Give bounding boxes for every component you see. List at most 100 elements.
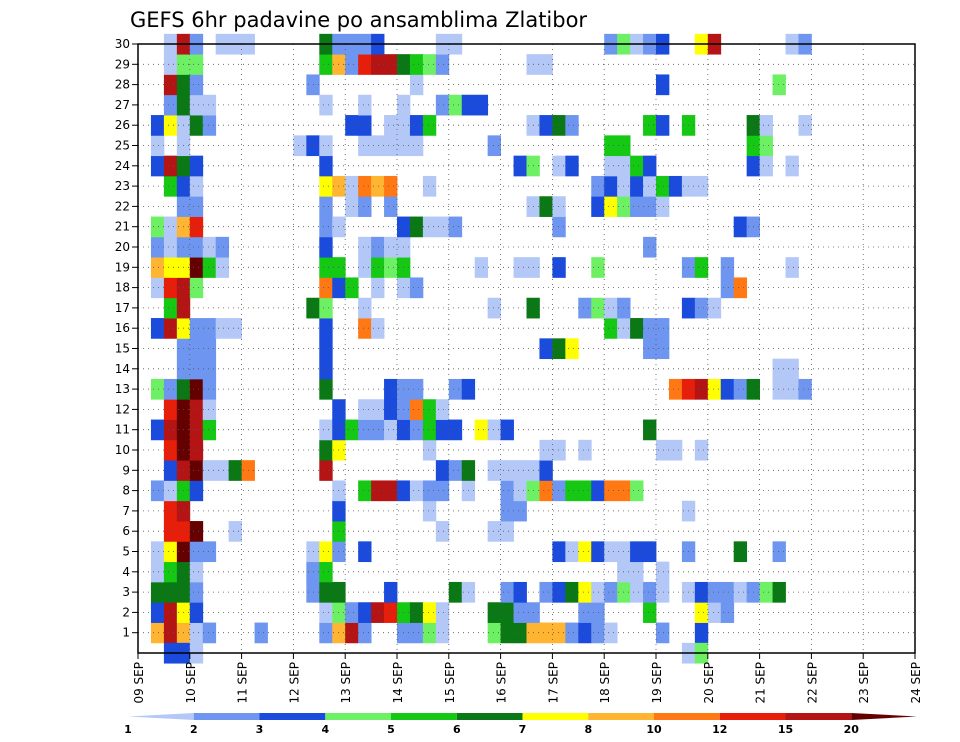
heatmap-cell bbox=[345, 419, 359, 441]
heatmap-cell bbox=[215, 460, 230, 481]
heatmap-cell bbox=[189, 480, 204, 502]
colorbar-label: 8 bbox=[584, 723, 592, 736]
heatmap-cell bbox=[371, 54, 385, 75]
heatmap-cell bbox=[189, 602, 204, 623]
y-tick-label: 16 bbox=[115, 321, 130, 335]
heatmap-cell bbox=[319, 338, 333, 360]
heatmap-cell bbox=[435, 419, 450, 441]
x-tick-label: 16 SEP bbox=[495, 662, 509, 704]
heatmap-cell bbox=[578, 480, 592, 502]
heatmap-cell bbox=[643, 602, 657, 623]
heatmap-cell bbox=[578, 581, 592, 603]
heatmap-cell bbox=[358, 196, 372, 217]
heatmap-cell bbox=[694, 175, 709, 197]
heatmap-cell bbox=[707, 297, 722, 319]
heatmap-cell bbox=[319, 94, 333, 116]
heatmap-cell bbox=[163, 419, 178, 441]
heatmap-cell bbox=[604, 175, 618, 197]
heatmap-cell bbox=[189, 175, 204, 197]
heatmap-cell bbox=[150, 480, 165, 502]
heatmap-cell bbox=[720, 277, 735, 299]
heatmap-cell bbox=[513, 460, 527, 481]
heatmap-cell bbox=[694, 257, 709, 278]
heatmap-cell bbox=[604, 581, 618, 603]
heatmap-cell bbox=[358, 541, 372, 563]
heatmap-cell bbox=[643, 115, 657, 136]
colorbar-label: 15 bbox=[778, 723, 793, 736]
heatmap-cell bbox=[163, 500, 178, 522]
heatmap-cell bbox=[720, 257, 735, 278]
heatmap-cell bbox=[163, 94, 178, 116]
heatmap-cell bbox=[422, 439, 437, 461]
heatmap-cell bbox=[604, 622, 618, 644]
x-tick-label: 10 SEP bbox=[184, 662, 198, 704]
colorbar-label: 20 bbox=[844, 723, 860, 736]
colorbar-swatch bbox=[128, 713, 194, 720]
x-tick-label: 21 SEP bbox=[754, 662, 768, 704]
heatmap-cell bbox=[487, 602, 501, 623]
heatmap-cell bbox=[150, 318, 165, 339]
colorbar-swatch bbox=[259, 713, 326, 720]
heatmap-cell bbox=[630, 155, 644, 177]
heatmap-cell bbox=[163, 602, 178, 623]
heatmap-cell bbox=[384, 419, 398, 441]
heatmap-cell bbox=[422, 399, 437, 420]
heatmap-cell bbox=[202, 358, 217, 380]
heatmap-cell bbox=[319, 54, 333, 75]
heatmap-cell bbox=[319, 175, 333, 197]
heatmap-cell bbox=[358, 480, 372, 502]
heatmap-cell bbox=[189, 318, 204, 339]
heatmap-cell bbox=[228, 318, 242, 339]
heatmap-cell bbox=[591, 297, 605, 319]
x-tick-label: 22 SEP bbox=[805, 662, 819, 704]
heatmap-cell bbox=[643, 581, 657, 603]
y-tick-label: 5 bbox=[122, 545, 130, 559]
heatmap-cell bbox=[319, 155, 333, 177]
heatmap-cell bbox=[215, 236, 230, 258]
colorbar-label: 2 bbox=[190, 723, 198, 736]
heatmap-cell bbox=[189, 155, 204, 177]
heatmap-cell bbox=[707, 378, 722, 400]
heatmap-cell bbox=[163, 460, 178, 481]
heatmap-cell bbox=[358, 399, 372, 420]
heatmap-cell bbox=[163, 581, 178, 603]
heatmap-cell bbox=[772, 74, 786, 96]
heatmap-cell bbox=[163, 277, 178, 299]
heatmap-cell bbox=[202, 419, 217, 441]
heatmap-cell bbox=[604, 135, 618, 157]
heatmap-cell bbox=[150, 541, 165, 563]
heatmap-cell bbox=[422, 480, 437, 502]
heatmap-cell bbox=[578, 541, 592, 563]
heatmap-cell bbox=[694, 297, 709, 319]
heatmap-cell bbox=[163, 318, 178, 339]
heatmap-cell bbox=[371, 399, 385, 420]
heatmap-cell bbox=[513, 500, 527, 522]
heatmap-cell bbox=[578, 622, 592, 644]
heatmap-cell bbox=[643, 175, 657, 197]
heatmap-cell bbox=[319, 622, 333, 644]
heatmap-cell bbox=[759, 581, 773, 603]
heatmap-cell bbox=[668, 378, 683, 400]
heatmap-cell bbox=[319, 358, 333, 380]
colorbar-label: 4 bbox=[321, 723, 329, 736]
heatmap-cell bbox=[772, 358, 786, 380]
heatmap-cell bbox=[772, 581, 786, 603]
heatmap-cell bbox=[604, 196, 618, 217]
y-tick-label: 1 bbox=[122, 626, 130, 640]
colorbar-label: 1 bbox=[124, 723, 132, 736]
heatmap-cell bbox=[163, 74, 178, 96]
heatmap-cell bbox=[319, 581, 333, 603]
heatmap-cell bbox=[319, 297, 333, 319]
heatmap-cell bbox=[163, 175, 178, 197]
chart-title: GEFS 6hr padavine po ansamblima Zlatibor bbox=[130, 8, 587, 32]
heatmap-cell bbox=[319, 216, 333, 238]
y-tick-label: 26 bbox=[115, 118, 130, 132]
heatmap-cell bbox=[656, 622, 670, 644]
x-tick-label: 15 SEP bbox=[443, 662, 457, 704]
heatmap-cell bbox=[409, 135, 424, 157]
heatmap-cell bbox=[358, 54, 372, 75]
heatmap-cell bbox=[319, 135, 333, 157]
heatmap-cell bbox=[371, 318, 385, 339]
heatmap-cell bbox=[163, 216, 178, 238]
heatmap-cell bbox=[384, 196, 398, 217]
